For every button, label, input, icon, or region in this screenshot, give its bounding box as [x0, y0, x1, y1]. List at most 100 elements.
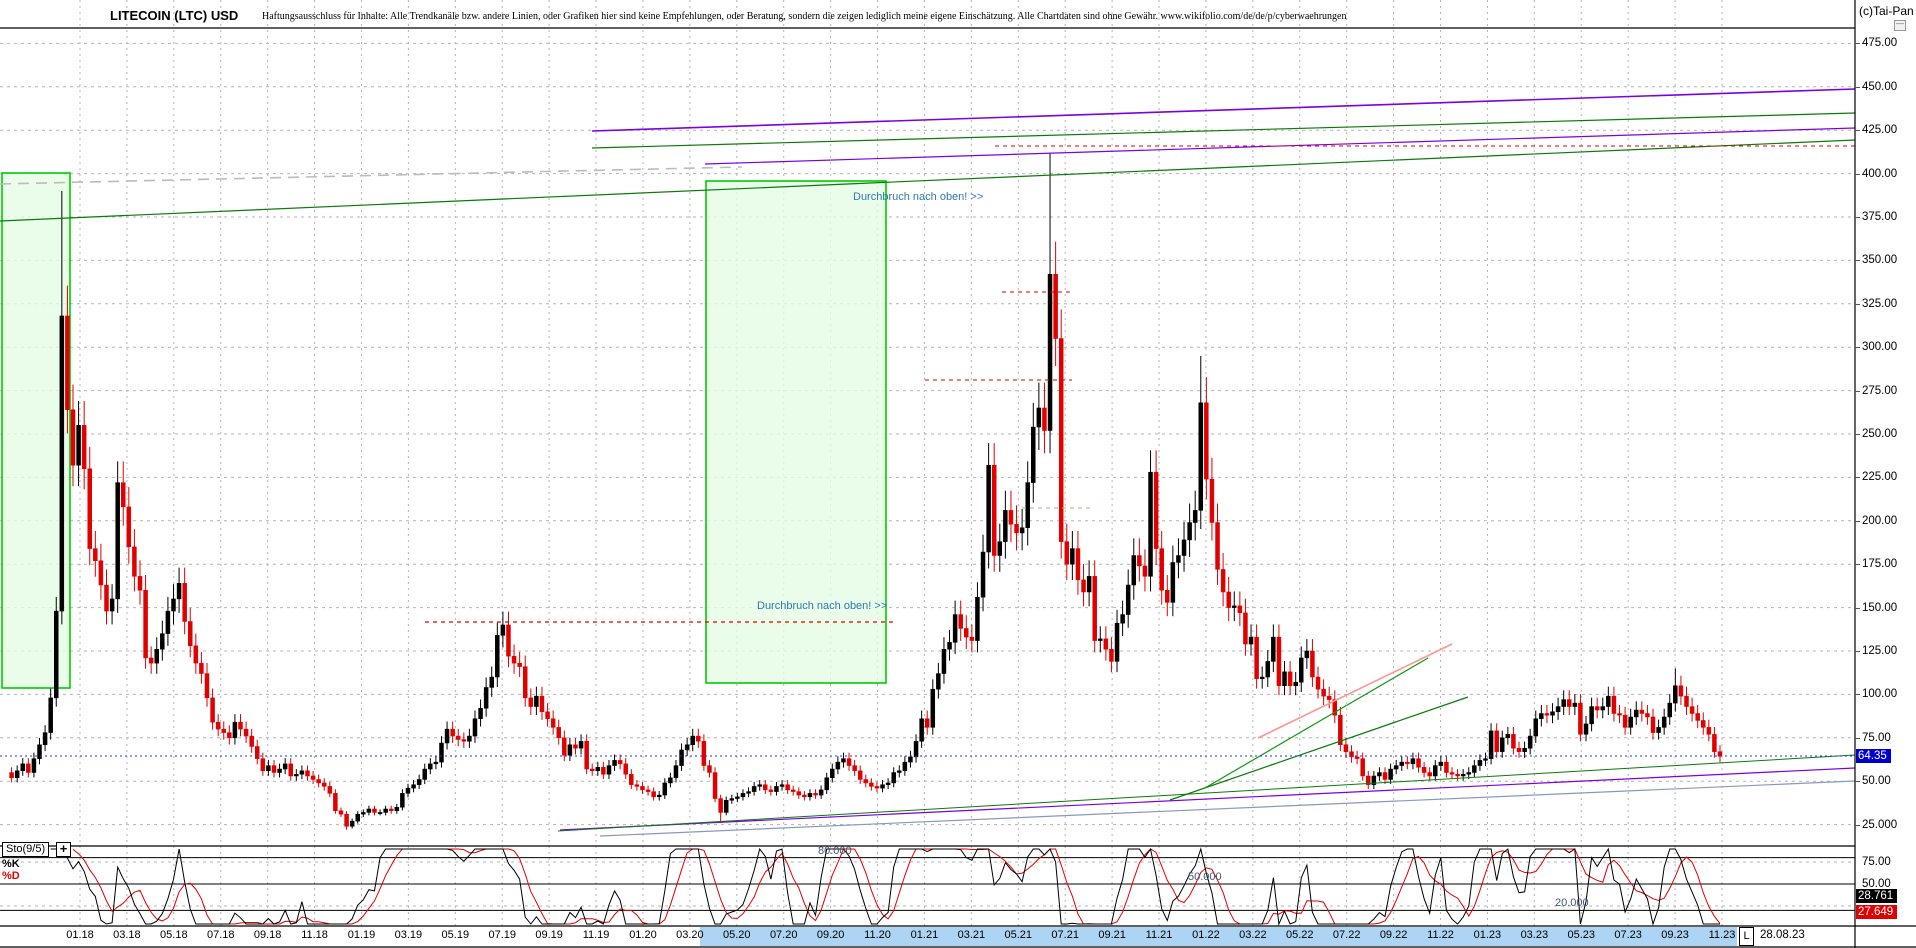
price-tick-175.00: 175.00 [1862, 558, 1898, 571]
support-green-long [557, 754, 1856, 832]
d-line-label: %D [2, 870, 20, 882]
breakout-zone-2020 [705, 180, 887, 684]
price-tickmark [1855, 564, 1860, 566]
k-line-label: %K [2, 858, 20, 870]
date-tick-03.22: 03.22 [1239, 929, 1267, 941]
date-tick-01.23: 01.23 [1473, 929, 1502, 941]
date-tick-01.18: 01.18 [66, 929, 94, 941]
trend-green-mid [0, 139, 1856, 222]
date-tick-01.22: 01.22 [1192, 929, 1220, 941]
date-tick-07.18: 07.18 [206, 929, 235, 941]
price-tickmark [1855, 477, 1860, 479]
price-tick-150.00: 150.00 [1862, 601, 1898, 614]
price-tickmark [1855, 43, 1860, 45]
price-tick-250.00: 250.00 [1862, 428, 1898, 440]
date-tick-09.18: 09.18 [253, 929, 282, 941]
price-tick-200.00: 200.00 [1862, 514, 1898, 527]
stochastic-levels-layer [0, 857, 1855, 911]
price-tickmark [1855, 130, 1860, 132]
sto-d-layer [72, 848, 1721, 925]
date-tick-07.23: 07.23 [1614, 929, 1642, 941]
date-tick-05.18: 05.18 [160, 929, 188, 941]
trend-purple-upper [591, 88, 1856, 132]
price-tickmark [1855, 390, 1860, 392]
price-tick-400.00: 400.00 [1862, 167, 1898, 180]
date-tick-03.18: 03.18 [113, 929, 141, 941]
date-tick-09.19: 09.19 [535, 929, 563, 941]
current-price-badge: 64.35 [1856, 749, 1891, 764]
copyright-label: (c)Tai-Pan [1859, 4, 1914, 18]
breakout-boxes-layer [1, 172, 887, 689]
last-bar-marker: L [1739, 927, 1754, 946]
price-tickmark [1855, 260, 1860, 262]
price-tickmark [1855, 434, 1860, 435]
price-tick-450.00: 450.00 [1862, 80, 1898, 93]
sto-level-50.000: 50.000 [1188, 871, 1222, 883]
price-tick-475.00: 475.00 [1862, 37, 1898, 50]
price-tick-425.00: 425.00 [1862, 124, 1898, 137]
k-value-badge: 28.761 [1856, 889, 1898, 903]
price-tick-100.00: 100.00 [1862, 688, 1898, 701]
annotation-breakout-2: Durchbruch nach oben! >> [757, 600, 888, 612]
date-tick-11.18: 11.18 [301, 929, 328, 941]
price-tick-300.00: 300.00 [1862, 341, 1898, 354]
page-title: LITECOIN (LTC) USD [110, 8, 239, 23]
trend-purple-lower [704, 127, 1856, 165]
date-tick-05.21: 05.21 [1004, 929, 1033, 941]
d-value-badge: 27.649 [1856, 905, 1898, 919]
date-tick-11.22: 11.22 [1427, 929, 1454, 941]
price-tickmark [1855, 217, 1860, 218]
price-tick-25.000: 25.000 [1862, 818, 1898, 831]
price-tickmark [1855, 347, 1860, 349]
sto-level-20.000: 20.000 [1555, 897, 1589, 910]
last-date-label: 28.08.23 [1760, 929, 1805, 941]
date-tick-05.20: 05.20 [723, 929, 751, 941]
date-tick-09.23: 09.23 [1661, 929, 1689, 941]
disclaimer-text: Haftungsausschluss für Inhalte: Alle Tre… [262, 11, 1347, 22]
date-tick-07.21: 07.21 [1051, 929, 1079, 941]
price-tickmark [1855, 86, 1860, 88]
stochastic-indicator-label[interactable]: Sto(9/5) [2, 842, 50, 857]
wedge-pink-upper [1257, 643, 1453, 739]
date-tick-03.21: 03.21 [957, 929, 986, 941]
date-tick-09.20: 09.20 [816, 929, 845, 941]
trend-gray-dashed [0, 166, 743, 185]
price-tick-375.00: 375.00 [1862, 211, 1898, 223]
date-tick-11.19: 11.19 [582, 929, 610, 941]
date-tick-07.22: 07.22 [1332, 929, 1361, 941]
price-tickmark [1855, 520, 1860, 522]
price-tickmark [1855, 737, 1860, 739]
candles-layer [9, 152, 1723, 830]
sto-tick-50.00: 50.00 [1862, 878, 1891, 890]
price-tick-325.00: 325.00 [1862, 297, 1898, 310]
price-tick-225.00: 225.00 [1862, 471, 1898, 484]
trend-green-upper [591, 112, 1856, 149]
add-indicator-icon[interactable]: + [56, 842, 71, 857]
price-tickmark [1855, 303, 1860, 305]
price-tick-75.00: 75.00 [1862, 731, 1891, 744]
support-violet-long [559, 767, 1856, 831]
price-tickmark [1855, 781, 1860, 783]
date-tick-03.23: 03.23 [1520, 929, 1549, 941]
date-tick-07.19: 07.19 [488, 929, 516, 941]
price-tick-350.00: 350.00 [1862, 254, 1898, 267]
minimize-icon[interactable]: — [1894, 20, 1906, 31]
date-tick-11.21: 11.21 [1145, 929, 1173, 941]
price-tick-125.00: 125.00 [1862, 645, 1898, 657]
price-tick-275.00: 275.00 [1862, 384, 1898, 397]
date-tick-05.22: 05.22 [1285, 929, 1314, 941]
price-tickmark [1855, 694, 1860, 696]
support-slate-long [599, 780, 1856, 837]
price-tickmark [1855, 651, 1860, 652]
date-tick-05.23: 05.23 [1567, 929, 1595, 941]
date-tick-11.20: 11.20 [864, 929, 891, 941]
date-tick-09.22: 09.22 [1379, 929, 1408, 941]
date-tick-07.20: 07.20 [769, 929, 798, 941]
price-tick-50.00: 50.00 [1862, 775, 1891, 788]
date-tick-03.20: 03.20 [676, 929, 704, 941]
sto-level-80.000: 80.000 [818, 844, 852, 857]
date-tick-01.19: 01.19 [347, 929, 376, 941]
